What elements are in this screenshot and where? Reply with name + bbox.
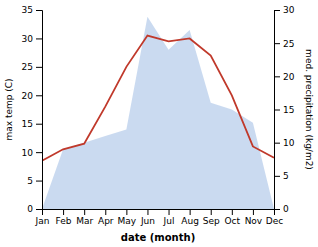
tick-mark (253, 209, 254, 215)
tick-mark (84, 209, 85, 215)
tick: 20 (274, 72, 295, 82)
tick-label: 30 (283, 5, 295, 15)
tick-label: 15 (283, 105, 294, 115)
tick-mark (274, 209, 280, 210)
tick-label: 20 (283, 72, 295, 82)
tick-label: Aug (181, 216, 199, 226)
tick-mark (126, 209, 127, 215)
tick-mark (274, 76, 280, 77)
tick-label: 30 (22, 34, 34, 44)
marks (42, 17, 274, 209)
plot: JanFebMarAprMayJunJulAugSepOctNovDec0510… (4, 5, 314, 243)
tick: 30 (22, 34, 42, 44)
tick-mark (36, 95, 42, 96)
y-axis: 0 5 10 15 20 25 30 35 (22, 5, 43, 214)
tick-mark (63, 209, 64, 215)
y2-axis-title: med. precipitation (kg/m2) (304, 49, 314, 170)
tick-label: Nov (245, 216, 263, 226)
tick-label: 10 (283, 138, 295, 148)
y2-axis: 0 5 10 15 20 25 30 (274, 5, 295, 214)
tick: 0 (27, 204, 42, 214)
tick: Oct (225, 209, 241, 226)
tick: Sep (203, 209, 220, 226)
tick-label: Mar (76, 216, 93, 226)
tick: Jun (140, 209, 155, 226)
tick: 15 (274, 105, 294, 115)
tick: 30 (274, 5, 295, 15)
tick-mark (36, 181, 42, 182)
tick: 15 (22, 119, 42, 129)
tick: 10 (274, 138, 295, 148)
tick: Jul (163, 209, 175, 226)
tick-mark (36, 152, 42, 153)
axis-line (36, 11, 43, 210)
tick: Feb (56, 209, 72, 226)
tick-mark (36, 67, 42, 68)
tick-mark (36, 209, 42, 210)
tick-label: Oct (225, 216, 241, 226)
tick: Mar (76, 209, 93, 226)
tick: May (118, 209, 137, 226)
tick-label: Apr (98, 216, 114, 226)
tick: 10 (22, 148, 42, 158)
tick-label: 15 (22, 119, 33, 129)
tick-mark (36, 124, 42, 125)
tick: 5 (27, 176, 42, 186)
tick-label: Jun (140, 216, 155, 226)
tick: Jan (35, 209, 50, 226)
tick: 20 (22, 91, 42, 101)
tick: Nov (245, 209, 263, 226)
tick-mark (190, 209, 191, 215)
temp-line (42, 36, 274, 161)
axis-line (275, 11, 281, 210)
tick: 25 (274, 39, 294, 49)
x-axis-title: date (month) (121, 232, 195, 243)
precip-area (42, 17, 274, 209)
tick-label: 0 (283, 204, 289, 214)
tick-label: 5 (27, 176, 33, 186)
tick-label: 35 (22, 5, 33, 15)
tick: 0 (274, 204, 289, 214)
tick-mark (274, 176, 280, 177)
tick-label: 20 (22, 91, 34, 101)
tick-mark (105, 209, 106, 215)
tick-mark (169, 209, 170, 215)
tick-mark (36, 38, 42, 39)
tick-label: Sep (203, 216, 220, 226)
tick: Dec (266, 209, 283, 226)
tick-mark (147, 209, 148, 215)
tick-mark (211, 209, 212, 215)
tick-label: 0 (27, 204, 33, 214)
tick: Apr (98, 209, 114, 226)
tick-mark (274, 110, 280, 111)
tick-mark (36, 10, 42, 11)
x-axis: Jan Feb Mar Apr MayJun Jul Aug Sep Oct NovDec (35, 209, 284, 226)
tick-label: 5 (283, 171, 289, 181)
tick-label: Jul (163, 216, 175, 226)
tick-label: 10 (22, 148, 34, 158)
tick: 25 (22, 62, 42, 72)
tick-mark (274, 10, 280, 11)
tick-label: 25 (22, 62, 33, 72)
tick-label: 25 (283, 39, 294, 49)
tick-mark (274, 143, 280, 144)
tick: 5 (274, 171, 289, 181)
tick-label: Jan (35, 216, 50, 226)
tick-label: Feb (56, 216, 72, 226)
tick-label: Dec (266, 216, 283, 226)
y-axis-title: max temp (C) (4, 78, 14, 140)
tick-mark (274, 43, 280, 44)
chart: JanFebMarAprMayJunJulAugSepOctNovDec0510… (0, 0, 318, 247)
axis-line (43, 210, 275, 216)
tick: 35 (22, 5, 42, 15)
tick: Aug (181, 209, 199, 226)
tick-mark (232, 209, 233, 215)
tick-label: May (118, 216, 137, 226)
